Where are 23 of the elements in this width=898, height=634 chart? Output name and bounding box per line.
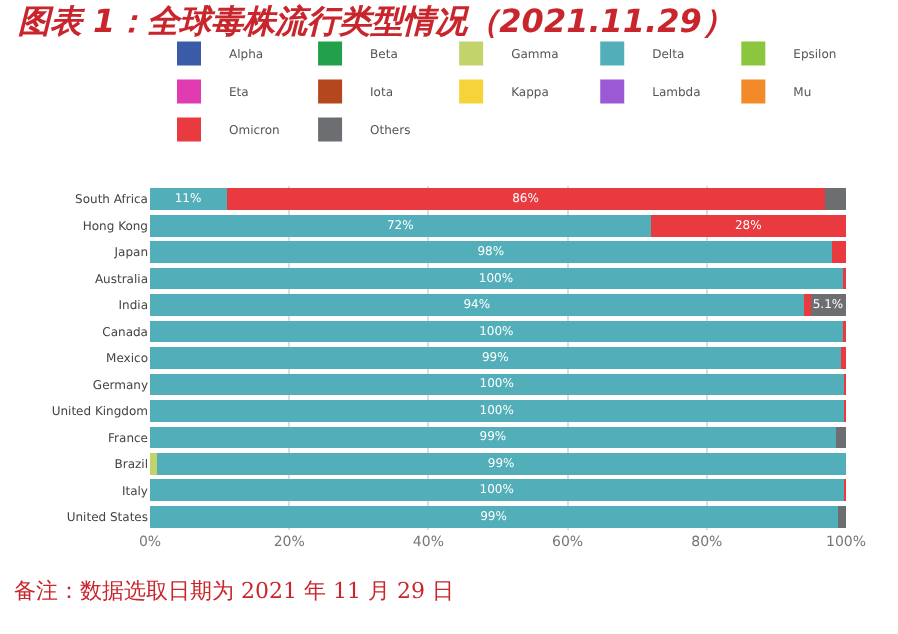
- chart-title: 图表 1：全球毒株流行类型情况（2021.11.29）: [17, 1, 734, 40]
- bar: [150, 347, 842, 369]
- bar: [804, 294, 811, 316]
- bar: [150, 505, 838, 528]
- bar: [226, 188, 826, 211]
- bar: [150, 479, 844, 502]
- bar: [150, 373, 844, 396]
- bar: [150, 214, 652, 237]
- bar: [156, 453, 846, 475]
- text: 备注：数据选取日期为 2021 年 11 月 29 日: [14, 578, 454, 604]
- bar: [836, 426, 846, 449]
- bar: [832, 241, 846, 263]
- bar: [825, 188, 846, 211]
- bar: [150, 426, 837, 449]
- bar: [150, 294, 805, 316]
- bar: [150, 188, 227, 211]
- bar: [651, 214, 846, 237]
- bar: [150, 453, 157, 475]
- bar: [150, 241, 833, 263]
- bar: [150, 320, 844, 343]
- bar: [150, 400, 844, 422]
- bar: [837, 505, 846, 528]
- bar: [150, 267, 843, 290]
